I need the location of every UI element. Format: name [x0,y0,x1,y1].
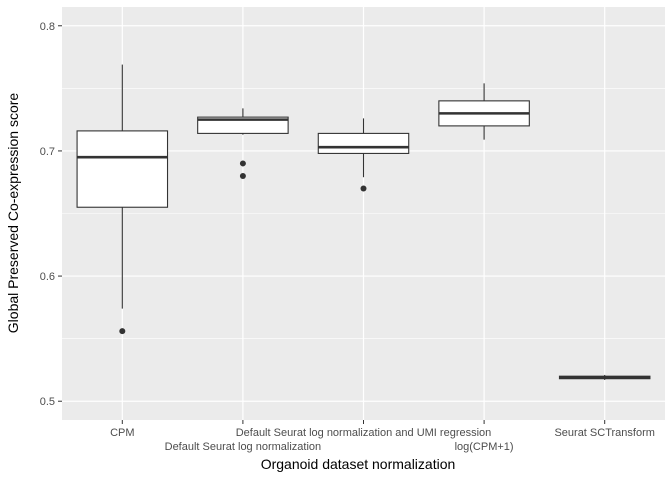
x-tick-label: log(CPM+1) [455,441,514,453]
y-axis: 0.5 0.6 0.7 0.8 [40,21,62,408]
x-tick-label: CPM [110,427,134,439]
x-tick-label: Default Seurat log normalization [165,441,322,453]
x-tick-label: Seurat SCTransform [554,427,654,439]
box-group [76,64,169,335]
y-tick-label: 0.6 [40,271,55,283]
outlier-point [119,328,126,335]
box-iqr [76,130,169,208]
y-tick-label: 0.8 [40,21,55,33]
y-axis-title: Global Preserved Co-expression score [5,93,21,334]
box-iqr [197,116,289,134]
outlier-point [239,160,246,167]
box-group [197,108,289,179]
box-group [317,118,410,192]
boxes-layer [76,64,651,380]
box-group [558,374,651,380]
box-group [438,83,530,140]
outlier-point [360,185,367,192]
x-axis: CPM Default Seurat log normalization Defau… [110,420,655,453]
box-iqr [317,132,410,154]
x-tick-label: Default Seurat log normalization and UMI… [236,427,492,439]
y-tick-label: 0.7 [40,146,55,158]
x-axis-title: Organoid dataset normalization [261,456,456,472]
outlier-point [239,172,246,179]
y-tick-label: 0.5 [40,396,55,408]
